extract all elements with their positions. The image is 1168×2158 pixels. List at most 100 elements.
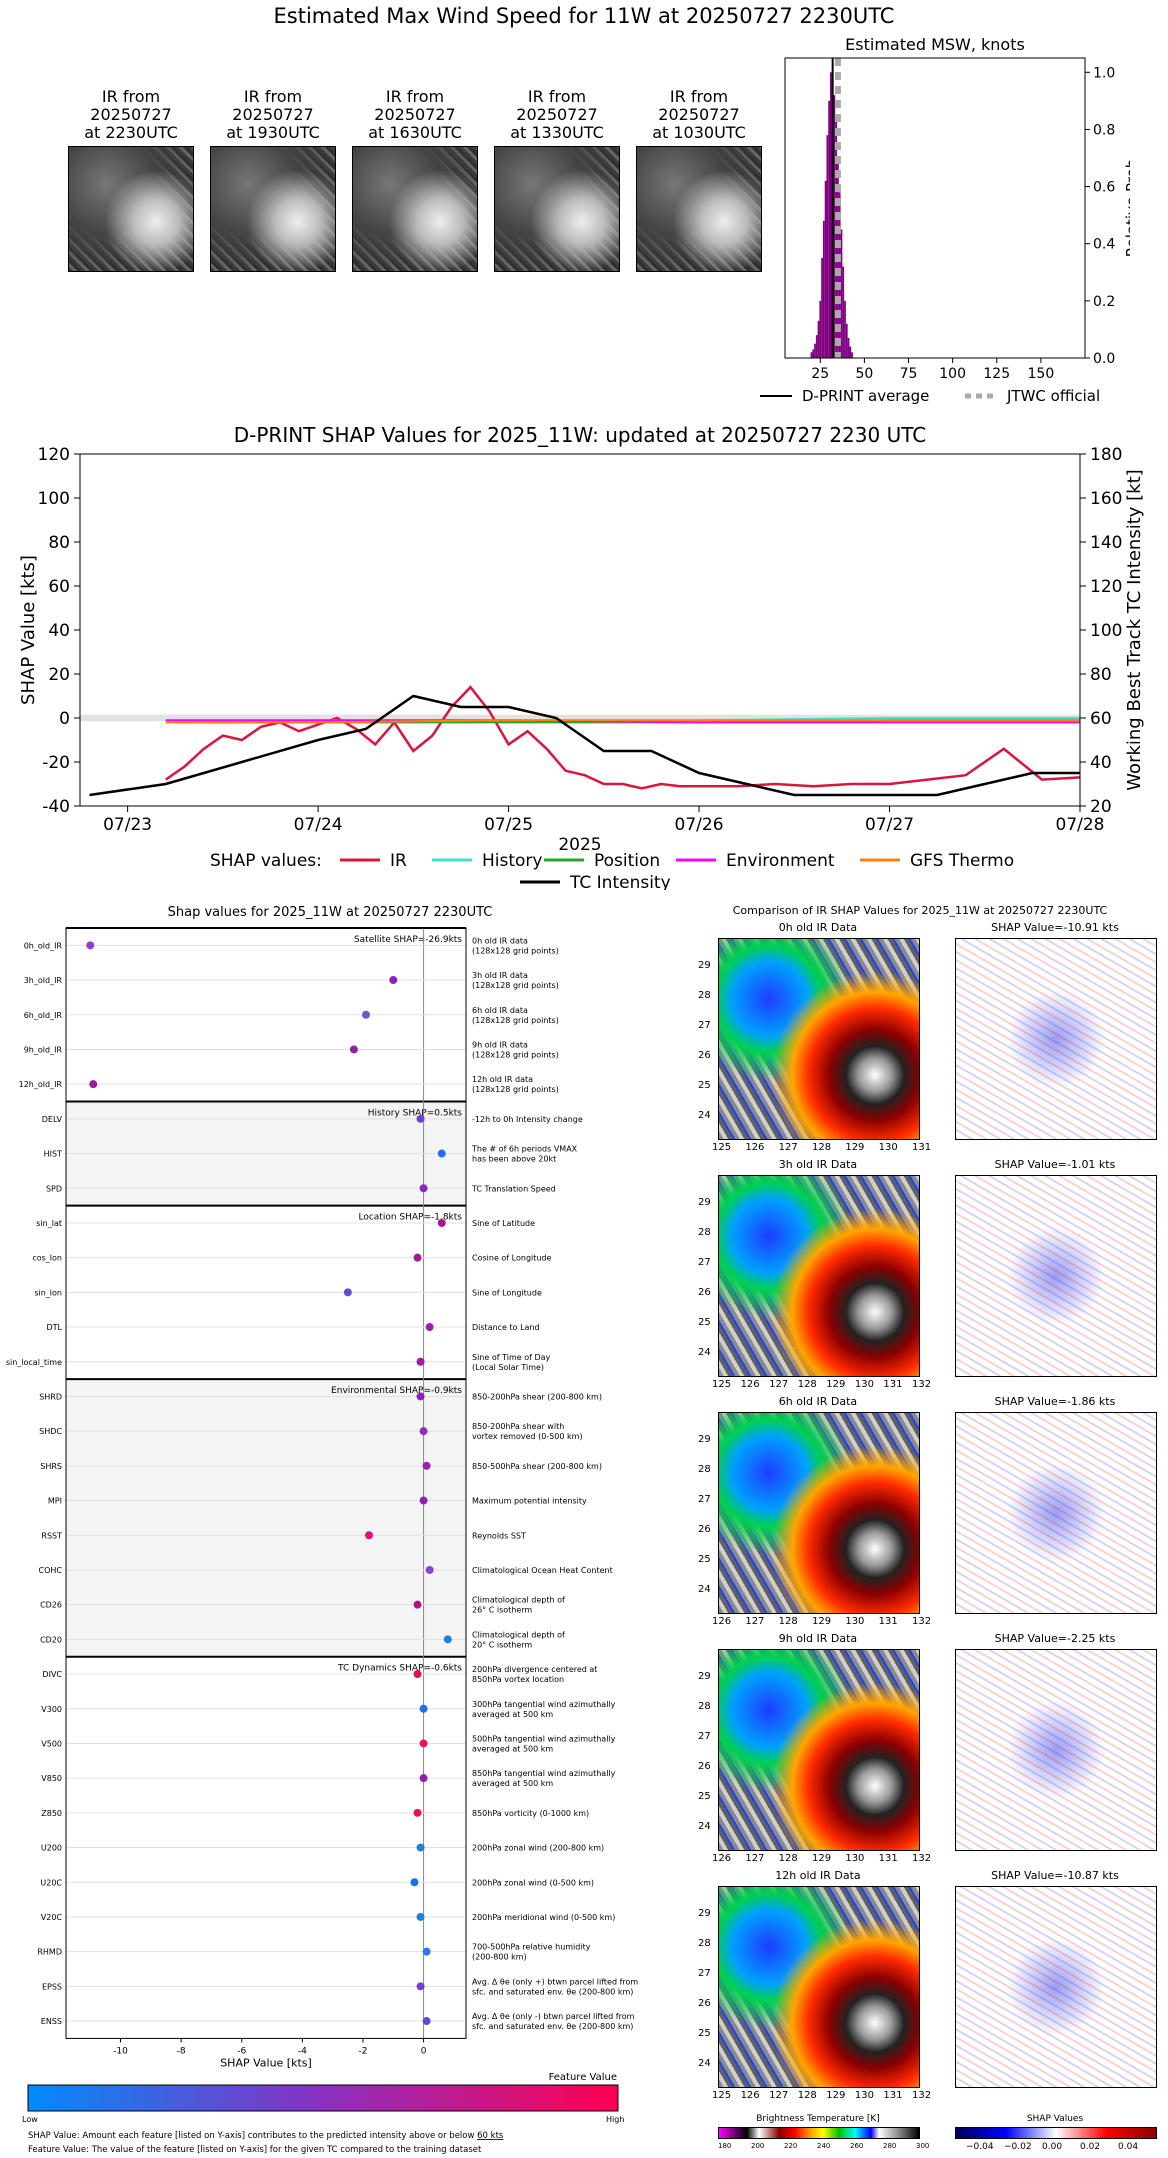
msw-y-tick-label: 0.8 <box>1093 122 1115 138</box>
feature-name: DIVC <box>42 1670 62 1679</box>
ir-caption-line: at 1630UTC <box>368 123 462 142</box>
feature-point <box>425 1323 434 1332</box>
msw-x-tick-label: 100 <box>939 366 966 382</box>
feature-description: 12h old IR data <box>472 1075 533 1084</box>
feature-description: 9h old IR data <box>472 1040 528 1049</box>
feature-description: (128x128 grid points) <box>472 1050 559 1059</box>
ir-panel-image <box>718 938 920 1140</box>
msw-bar <box>833 95 836 358</box>
feature-name: ENSS <box>41 2017 62 2026</box>
feature-name: CD26 <box>40 1601 62 1610</box>
ir-panel-y-tick: 25 <box>698 1791 711 1802</box>
ir-panel-x-tick: 131 <box>883 1379 903 1390</box>
timeseries-frame <box>79 453 1081 807</box>
ts-x-tick-label: 07/23 <box>103 815 152 835</box>
ir-thumbnail-caption: IR from 20250727 at 2230UTC <box>66 88 196 142</box>
ir-panel-x-tick: 128 <box>778 1616 798 1627</box>
ir-panel-x-tick: 128 <box>778 1853 798 1864</box>
feature-point <box>413 1670 422 1679</box>
feature-description: Cosine of Longitude <box>472 1254 552 1263</box>
ir-panel-x-tick: 127 <box>769 2090 789 2101</box>
feature-description: 850hPa vorticity (0-1000 km) <box>472 1809 589 1818</box>
feature-description: averaged at 500 km <box>472 1710 553 1719</box>
ir-panel-x-tick: 125 <box>712 1379 732 1390</box>
feature-description: Climatological depth of <box>472 1630 565 1639</box>
ir-caption-line: 20250727 <box>374 105 456 124</box>
feature-name: EPSS <box>42 1982 62 1991</box>
ir-caption-line: at 1330UTC <box>510 123 604 142</box>
msw-ylabel: Relative Prob <box>1123 159 1130 258</box>
ir-panel-x-tick: 128 <box>797 1379 817 1390</box>
footnote-shap: SHAP Value: Amount each feature [listed … <box>28 2131 504 2141</box>
feature-point <box>416 1982 425 1991</box>
ir-panel-x-tick: 126 <box>740 1379 760 1390</box>
feature-point <box>425 1565 434 1574</box>
feature-point <box>89 1080 98 1089</box>
ir-panel-y-tick: 24 <box>698 2058 711 2069</box>
legend-label: GFS Thermo <box>910 851 1014 871</box>
feature-point <box>443 1635 452 1644</box>
feature-description: 850-200hPa shear (200-800 km) <box>472 1392 602 1401</box>
shap-panel-image <box>955 1886 1157 2088</box>
feature-group-label: Environmental SHAP=-0.9kts <box>331 1386 462 1396</box>
feature-description: (128x128 grid points) <box>472 1016 559 1025</box>
ir-panel-x-tick: 126 <box>740 2090 760 2101</box>
main-title: Estimated Max Wind Speed for 11W at 2025… <box>273 4 895 28</box>
feature-description: Sine of Latitude <box>472 1219 535 1228</box>
feature-name: V500 <box>41 1739 62 1748</box>
feature-group-label: TC Dynamics SHAP=-0.6kts <box>337 1664 462 1674</box>
ts-y-tick-label: 100 <box>38 489 70 509</box>
msw-y-tick-label: 0.4 <box>1093 237 1115 253</box>
feature-point <box>419 1774 428 1783</box>
feature-name: SHRD <box>39 1392 62 1401</box>
feature-name: SHDC <box>39 1427 62 1436</box>
msw-histogram: Estimated MSW, knots 25 50 75 100 125 150 0.0 0.… <box>760 35 1130 405</box>
msw-x-tick-label: 75 <box>900 366 918 382</box>
ir-panel-y-tick: 29 <box>698 1908 711 1919</box>
ir-panel-x-tick: 132 <box>912 1616 932 1627</box>
feature-description: Avg. Δ θe (only +) btwn parcel lifted fr… <box>472 1977 638 1986</box>
feature-description: sfc. and saturated env. θe (200-800 km) <box>472 1987 633 1996</box>
ir-panel-y-tick: 25 <box>698 1554 711 1565</box>
feature-description: Distance to Land <box>472 1323 540 1332</box>
ir-panel-y-tick: 29 <box>698 960 711 971</box>
feature-description: 850hPa vortex location <box>472 1675 564 1684</box>
shap-colorbar-tick: 0.00 <box>1042 2142 1063 2152</box>
bt-colorbar-tick: 260 <box>850 2142 864 2150</box>
ir-panel-y-tick: 27 <box>698 1020 711 1031</box>
feature-x-tick-label: -8 <box>177 2046 186 2056</box>
feature-description: Climatological Ocean Heat Content <box>472 1566 613 1575</box>
msw-bar <box>830 72 832 359</box>
ir-panel-x-tick: 129 <box>826 2090 846 2101</box>
ir-caption-line: at 2230UTC <box>84 123 178 142</box>
msw-y-tick-label: 1.0 <box>1093 65 1115 81</box>
zero-band <box>80 714 1080 722</box>
ir-panel-x-tick: 127 <box>778 1142 798 1153</box>
bt-colorbar-tick: 280 <box>883 2142 897 2150</box>
msw-y-tick-label: 0.0 <box>1093 351 1115 367</box>
feature-name: SHRS <box>40 1462 62 1471</box>
msw-bar <box>821 258 823 358</box>
ir-caption-line: IR from <box>101 87 161 106</box>
feature-description: The # of 6h periods VMAX <box>471 1145 578 1154</box>
ir-caption-line: 20250727 <box>232 105 314 124</box>
ir-panel-y-tick: 27 <box>698 1968 711 1979</box>
ir-caption-line: IR from <box>385 87 445 106</box>
feature-description: sfc. and saturated env. θe (200-800 km) <box>472 2022 633 2031</box>
legend-jtwc-label: JTWC official <box>1006 387 1100 405</box>
feature-x-tick-label: -2 <box>358 2046 367 2056</box>
ir-panel-y-tick: 24 <box>698 1110 711 1121</box>
ts-x-tick-label: 07/26 <box>675 815 724 835</box>
ts-xlabel: 2025 <box>558 835 601 855</box>
ir-panel-y-tick: 25 <box>698 2028 711 2039</box>
series-line-environment <box>165 719 1080 724</box>
feature-xlabel: SHAP Value [kts] <box>220 2056 312 2069</box>
footnote-shap-text: SHAP Value: Amount each feature [listed … <box>28 2131 477 2141</box>
ir-panel-x-tick: 127 <box>745 1853 765 1864</box>
shap-panel-image <box>955 1175 1157 1377</box>
feature-description: Avg. Δ θe (only -) btwn parcel lifted fr… <box>472 2012 635 2021</box>
ts-y-tick-label: -40 <box>42 797 70 817</box>
feature-description: averaged at 500 km <box>472 1744 553 1753</box>
feature-group-label: History SHAP=0.5kts <box>368 1109 463 1119</box>
ir-panel-y-tick: 27 <box>698 1731 711 1742</box>
